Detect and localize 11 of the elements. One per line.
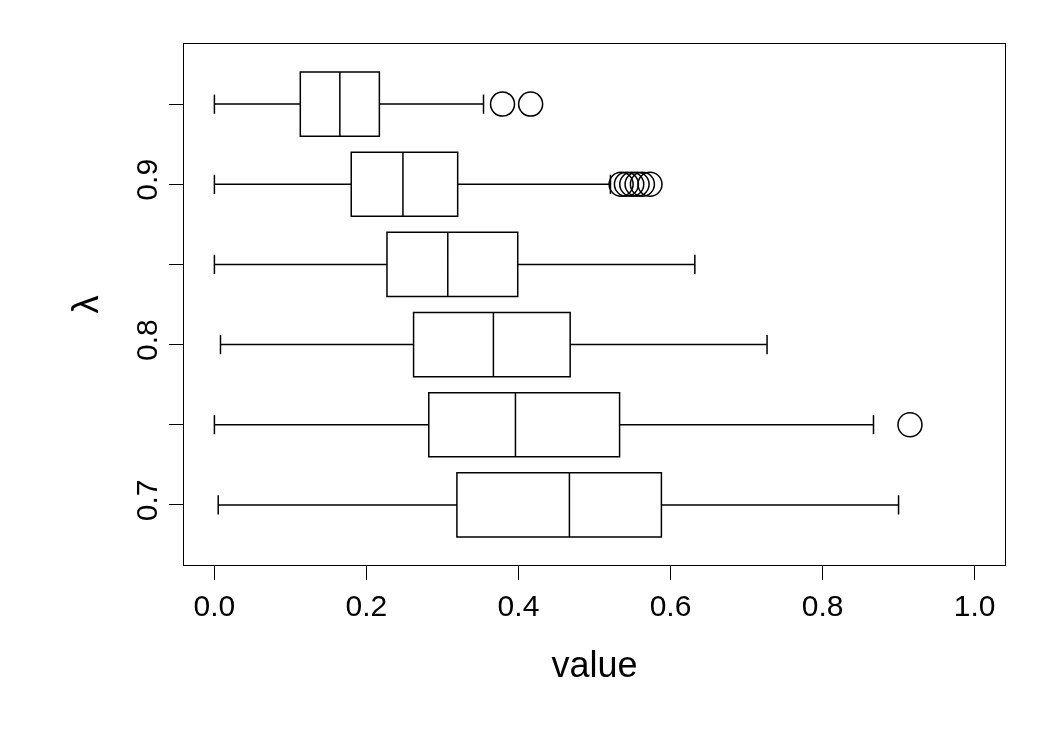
y-axis-title: λ [64, 295, 106, 314]
y-tick-label: 0.7 [129, 479, 163, 522]
x-axis-title: value [551, 643, 638, 685]
y-tick-label: 0.9 [129, 158, 163, 201]
y-tick-label: 0.8 [129, 319, 163, 361]
x-tick-label: 0.0 [193, 589, 236, 623]
x-tick-label: 0.6 [649, 589, 692, 623]
x-tick-label: 0.8 [801, 589, 844, 623]
x-tick-label: 0.4 [497, 589, 540, 623]
x-tick-label: 1.0 [953, 589, 996, 623]
x-tick-label: 0.2 [345, 589, 388, 623]
